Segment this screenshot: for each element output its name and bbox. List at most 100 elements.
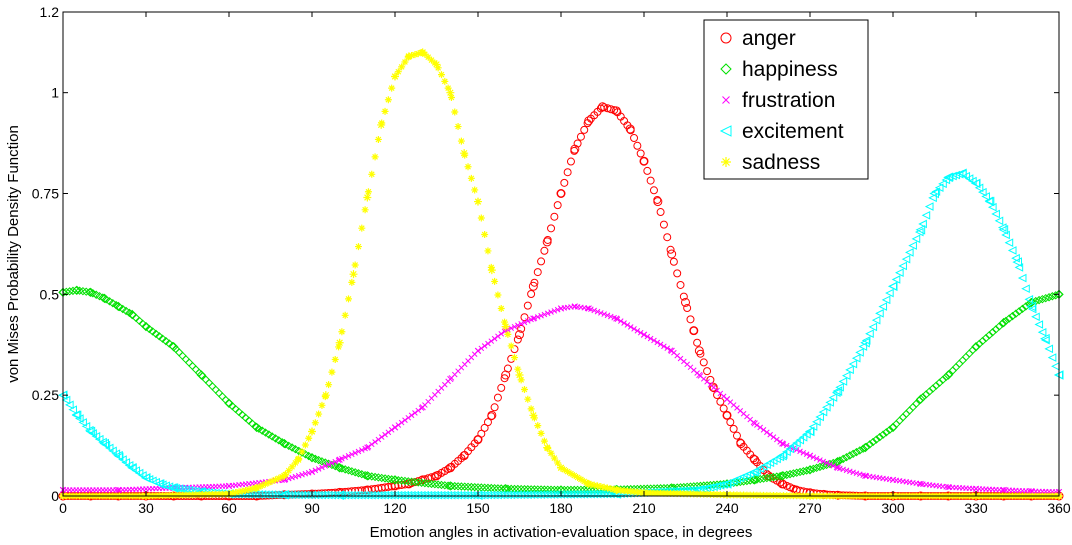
trail-marker	[823, 460, 830, 466]
trail-marker	[726, 418, 735, 427]
trail-marker	[925, 387, 934, 396]
trail-marker	[528, 316, 534, 323]
trail-marker	[534, 422, 542, 430]
trail-marker	[918, 219, 927, 229]
y-tick-label: 0	[51, 488, 59, 504]
trail-marker	[118, 455, 127, 464]
legend-entry-happiness: happiness	[720, 58, 838, 81]
trail-marker	[820, 458, 827, 465]
trail-marker	[329, 460, 335, 466]
trail-marker	[427, 479, 436, 489]
trail-marker	[398, 63, 406, 71]
trail-marker	[262, 480, 270, 488]
trail-marker	[321, 393, 329, 401]
trail-marker	[322, 463, 329, 469]
trail-marker	[573, 139, 582, 148]
trail-marker	[988, 328, 997, 337]
trail-marker	[377, 473, 386, 483]
trail-marker	[394, 68, 402, 76]
trail-marker	[998, 319, 1007, 328]
trail-marker	[995, 322, 1004, 331]
trail-marker	[630, 134, 639, 143]
trail-marker	[440, 481, 450, 490]
trail-marker	[802, 430, 811, 439]
trail-marker	[928, 193, 937, 203]
trail-marker	[141, 322, 151, 331]
trail-marker	[921, 390, 931, 399]
trail-marker	[646, 176, 655, 185]
trail-marker	[292, 473, 299, 480]
trail-marker	[845, 365, 854, 375]
trail-marker	[577, 475, 585, 483]
trail-marker	[832, 457, 841, 467]
trail-marker	[312, 467, 319, 474]
trail-marker	[918, 393, 928, 402]
trail-marker	[534, 314, 541, 320]
trail-marker	[853, 470, 860, 477]
trail-marker	[852, 447, 861, 457]
trail-marker	[984, 196, 994, 206]
trail-marker	[515, 322, 521, 329]
trail-marker	[679, 292, 688, 301]
trail-marker	[335, 343, 343, 351]
trail-marker	[517, 324, 526, 333]
trail-marker	[487, 263, 495, 271]
trail-marker	[981, 192, 990, 201]
trail-marker	[447, 481, 456, 491]
trail-marker	[450, 481, 459, 491]
trail-marker	[821, 402, 831, 412]
trail-marker	[428, 56, 436, 64]
trail-marker	[641, 331, 647, 338]
trail-marker	[974, 183, 984, 193]
trail-marker	[255, 483, 263, 491]
trail-marker	[901, 254, 911, 264]
trail-marker	[944, 172, 954, 182]
trail-marker	[1028, 297, 1037, 307]
x-tick-label: 60	[221, 500, 237, 516]
trail-marker	[661, 343, 667, 350]
trail-marker	[358, 224, 366, 232]
x-axis-label: Emotion angles in activation-evaluation …	[370, 524, 753, 541]
trail-marker	[785, 444, 795, 454]
trail-marker	[987, 202, 997, 212]
trail-marker	[404, 53, 412, 61]
trail-marker	[576, 132, 585, 141]
trail-marker	[964, 174, 974, 183]
trail-marker	[971, 179, 980, 188]
trail-marker	[557, 464, 565, 472]
trail-marker	[161, 481, 170, 490]
trail-marker	[355, 448, 362, 455]
trail-marker	[914, 227, 924, 237]
trail-marker	[404, 477, 413, 486]
trail-marker	[673, 269, 682, 278]
trail-marker	[1011, 309, 1021, 318]
trail-marker	[647, 335, 654, 342]
data-point	[681, 297, 690, 307]
trail-marker	[626, 126, 635, 135]
trail-marker	[1031, 312, 1040, 322]
data-point	[363, 193, 372, 202]
trail-marker	[835, 456, 845, 465]
trail-marker	[387, 475, 396, 484]
trail-marker	[507, 342, 515, 350]
trail-marker	[378, 119, 386, 127]
trail-marker	[295, 472, 302, 479]
trail-marker	[570, 146, 579, 155]
trail-marker	[61, 395, 71, 405]
trail-marker	[391, 73, 399, 81]
trail-marker	[557, 189, 565, 198]
trail-marker	[1014, 263, 1024, 272]
trail-marker	[520, 313, 529, 322]
trail-marker	[148, 327, 157, 336]
trail-marker	[985, 330, 994, 340]
trail-marker	[494, 291, 502, 299]
trail-marker	[318, 401, 326, 409]
trail-marker	[390, 475, 400, 485]
trail-marker	[750, 419, 757, 426]
trail-marker	[533, 268, 542, 277]
trail-marker	[614, 316, 621, 322]
trail-marker	[657, 341, 664, 348]
trail-marker	[689, 326, 698, 335]
trail-marker	[550, 454, 558, 462]
